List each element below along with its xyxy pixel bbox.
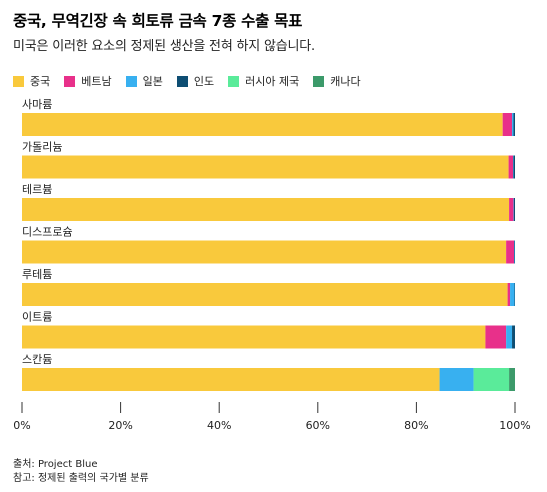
category-label: 루테튬	[22, 268, 52, 281]
x-tick-label: 0%	[13, 419, 30, 432]
category-label: 이트륨	[22, 311, 52, 324]
legend-item: 러시아 제국	[228, 73, 299, 89]
legend-swatch	[228, 75, 240, 87]
bar-segment	[510, 283, 515, 306]
legend: 중국 베트남 일본 인도 러시아 제국 캐나다	[13, 73, 375, 89]
bar-segment	[22, 325, 486, 349]
bar-segment	[22, 155, 509, 179]
x-tick-label: 100%	[499, 419, 530, 432]
legend-label: 중국	[30, 75, 51, 88]
bar-segment	[508, 155, 514, 179]
bar-segment	[473, 368, 510, 391]
category-label: 사마륨	[22, 98, 52, 111]
bar-segment	[513, 113, 515, 136]
category-label: 테르븀	[22, 183, 52, 196]
bar-segment	[513, 155, 515, 179]
footnote: 참고: 정제된 출력의 국가별 분류	[13, 473, 149, 484]
x-tick-label: 80%	[404, 419, 428, 432]
x-tick-label: 60%	[306, 419, 330, 432]
legend-label: 인도	[193, 75, 215, 88]
source-note: 출처: Project Blue	[13, 459, 98, 470]
bar-segment	[512, 113, 514, 136]
legend-swatch	[176, 75, 188, 87]
legend-item: 캐나다	[313, 73, 361, 89]
legend-label: 일본	[142, 75, 163, 88]
legend-item: 인도	[176, 73, 215, 89]
bar-segment	[22, 283, 508, 306]
category-label: 가돌리늄	[22, 141, 62, 154]
chart-title: 중국, 무역긴장 속 희토류 금속 7종 수출 목표	[13, 12, 303, 30]
bar-segment	[509, 368, 515, 391]
legend-label: 캐나다	[330, 75, 361, 88]
category-label: 디스프로슘	[22, 226, 73, 239]
chart-subtitle: 미국은 이러한 요소의 정제된 생산을 전혀 하지 않습니다.	[13, 39, 315, 54]
legend-item: 베트남	[64, 73, 112, 89]
x-tick-label: 20%	[108, 419, 132, 432]
bar-segment	[22, 368, 440, 391]
legend-swatch	[64, 75, 76, 87]
bar-segment	[439, 368, 474, 391]
legend-item: 중국	[13, 73, 50, 89]
bar-segment	[502, 113, 513, 136]
bar-segment	[506, 240, 515, 264]
legend-label: 베트남	[81, 75, 112, 88]
legend-item: 일본	[125, 73, 163, 89]
legend-swatch	[13, 75, 24, 87]
bar-segment	[22, 198, 510, 221]
legend-label: 러시아 제국	[245, 75, 300, 88]
bar-segment	[509, 198, 514, 221]
legend-swatch	[313, 75, 325, 87]
bar-segment	[514, 198, 515, 221]
x-tick-label: 40%	[207, 419, 231, 432]
bar-segment	[485, 325, 507, 349]
bar-segment	[506, 325, 513, 349]
bar-segment	[512, 325, 515, 349]
bar-segment	[22, 240, 507, 264]
bar-segment	[507, 283, 511, 306]
category-label: 스칸듐	[22, 353, 52, 366]
bar-segment	[22, 113, 503, 136]
legend-swatch	[125, 75, 137, 87]
